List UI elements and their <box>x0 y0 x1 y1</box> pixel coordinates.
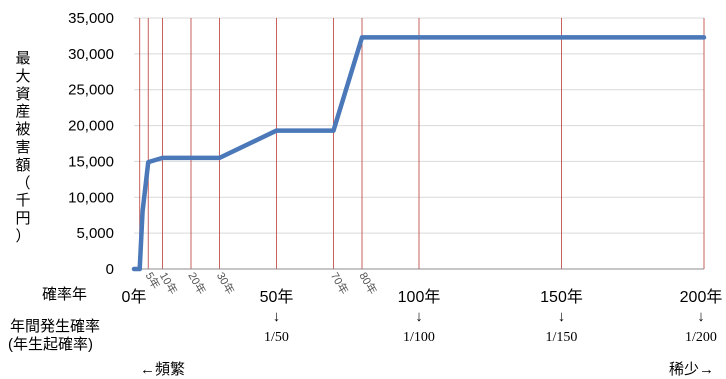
y-tick-label: 0 <box>106 261 114 278</box>
small-tick-label: 20年 <box>185 270 209 297</box>
major-tick-labels: 0年 50年 ↓ 1/50 100年 ↓ 1/100 150年 ↓ 1/150 200年 ↓ 1/200 <box>122 288 723 345</box>
y-axis-title: 最大資産被害額（千円） <box>15 50 31 245</box>
y-tick-label: 10,000 <box>68 189 114 206</box>
small-tick-label: 30年 <box>214 270 238 297</box>
down-arrow-icon: ↓ <box>273 308 281 325</box>
down-arrow-icon: ↓ <box>558 308 566 325</box>
down-arrow-icon: ↓ <box>697 308 705 325</box>
data-line <box>131 35 707 272</box>
y-tick-label: 20,000 <box>68 118 114 135</box>
annual-prob-label: 年間発生確率 <box>10 318 101 335</box>
major-tick-label: 0年 <box>122 288 147 306</box>
major-tick-label: 100年 <box>398 288 441 306</box>
y-tick-label: 25,000 <box>68 82 114 99</box>
y-tick-label: 5,000 <box>76 225 114 242</box>
y-tick-labels: 35,000 30,000 25,000 20,000 15,000 10,000 5,00… <box>68 10 114 278</box>
frequency-label: 1/100 <box>403 330 435 345</box>
small-tick-label: 80年 <box>356 270 380 297</box>
frequency-label: 1/200 <box>685 330 717 345</box>
down-arrow-icon: ↓ <box>415 308 423 325</box>
frequency-label: 1/50 <box>264 330 289 345</box>
major-tick-label: 150年 <box>540 288 583 306</box>
small-tick-label: 70年 <box>328 270 352 297</box>
prob-year-label: 確率年 <box>42 286 88 303</box>
major-tick-label: 200年 <box>680 288 723 306</box>
y-tick-label: 30,000 <box>68 46 114 63</box>
frequency-label: 1/150 <box>546 330 578 345</box>
y-tick-label: 35,000 <box>68 10 114 27</box>
rare-label: 稀少→ <box>669 361 715 378</box>
grid-lines <box>134 17 705 269</box>
y-tick-label: 15,000 <box>68 153 114 170</box>
frequent-label: ←頻繁 <box>140 361 186 378</box>
annual-prob-sub-label: (年生起確率) <box>8 336 93 353</box>
major-tick-label: 50年 <box>260 288 294 306</box>
